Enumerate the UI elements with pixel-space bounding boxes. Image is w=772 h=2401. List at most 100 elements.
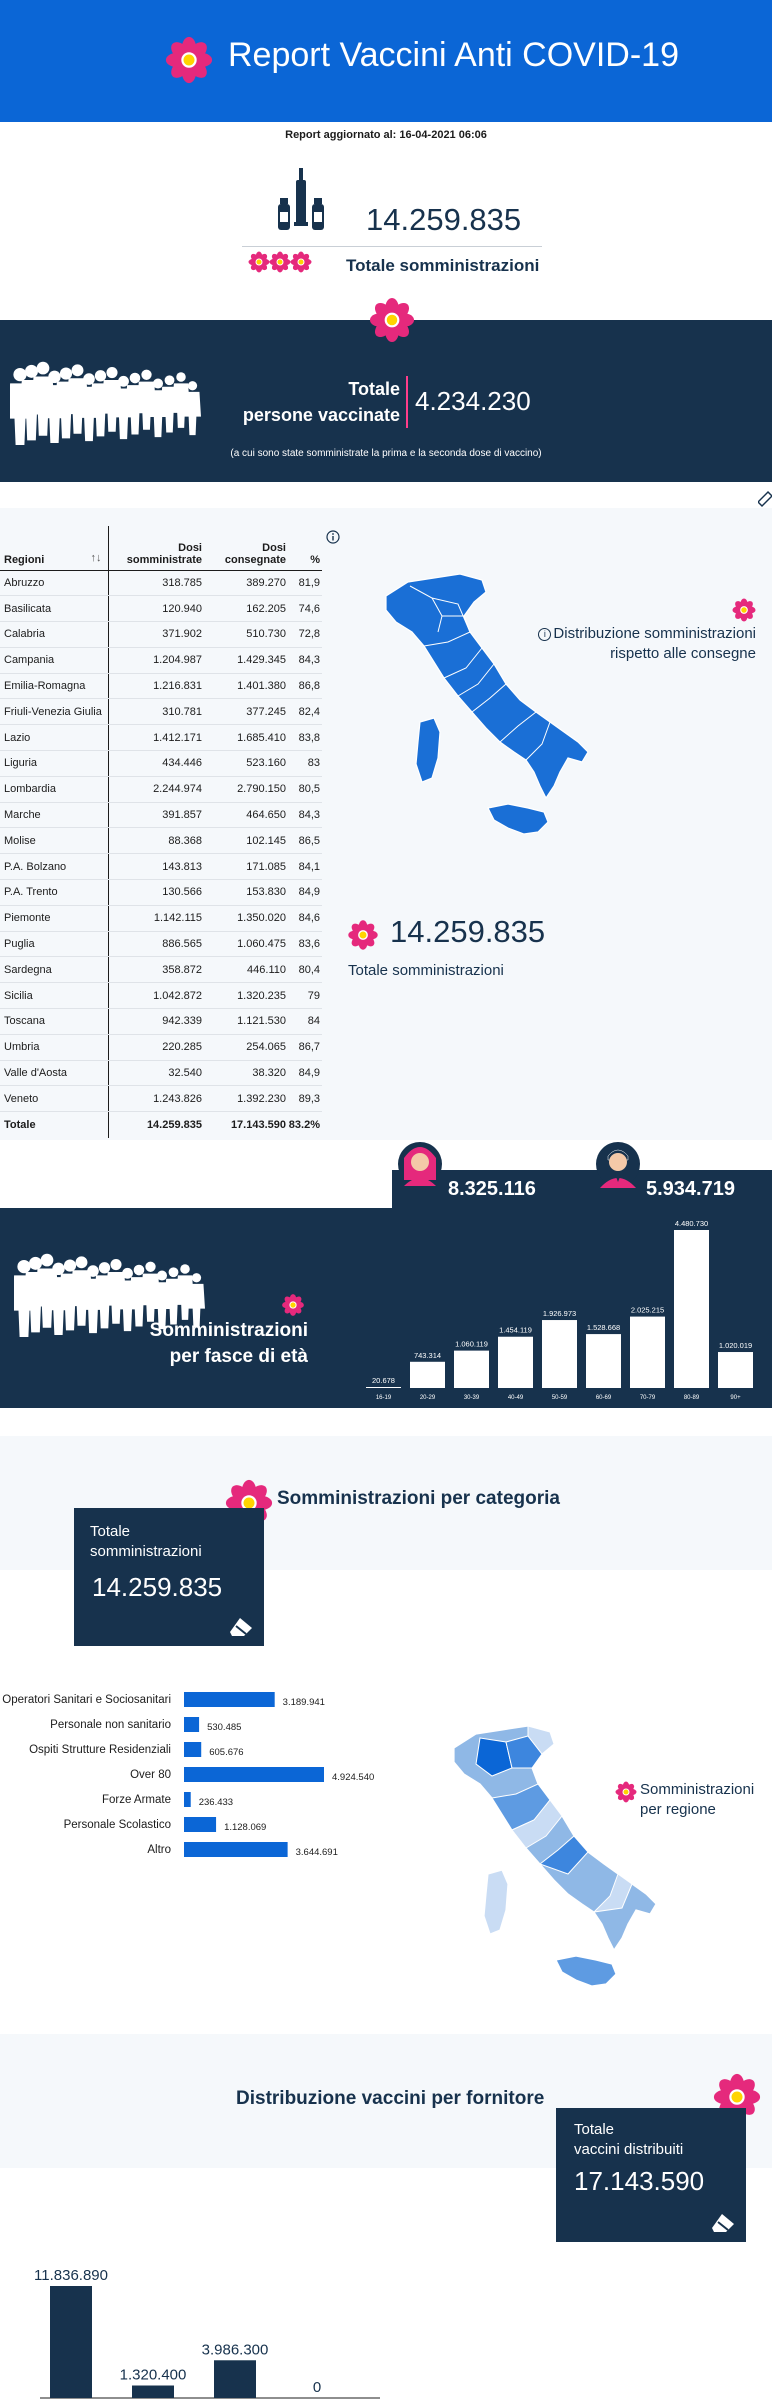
category-title: Somministrazioni per categoria <box>277 1488 560 1509</box>
category-bar[interactable] <box>184 1767 324 1782</box>
delivered-cell: 17.143.590 <box>230 1118 286 1131</box>
divider <box>242 246 542 247</box>
age-bar[interactable] <box>366 1387 401 1388</box>
table-row: Abruzzo 318.785 389.270 81,9 <box>0 570 322 597</box>
age-bar[interactable] <box>586 1334 621 1388</box>
supplier-value-label: 0 <box>313 2379 321 2396</box>
administered-cell: 220.285 <box>108 1034 204 1061</box>
eraser-icon[interactable] <box>710 2212 736 2234</box>
age-label-line2: per fasce di età <box>169 1346 308 1367</box>
age-bar[interactable] <box>454 1350 489 1388</box>
percent-cell: 72,8 <box>288 621 322 648</box>
italy-distribution-map[interactable] <box>378 572 614 862</box>
table-row: Lombardia 2.244.974 2.790.150 80,5 <box>0 776 322 803</box>
supplier-bar[interactable] <box>214 2360 256 2398</box>
info-icon[interactable] <box>326 530 340 544</box>
age-tick-label: 16-19 <box>376 1395 392 1401</box>
supplier-title: Distribuzione vaccini per fornitore <box>236 2088 545 2109</box>
region-name-cell: Sardegna <box>0 956 109 984</box>
table-row: Campania 1.204.987 1.429.345 84,3 <box>0 647 322 674</box>
administered-cell: 358.872 <box>108 956 204 984</box>
table-row: Liguria 434.446 523.160 83 <box>0 750 322 777</box>
column-header-administered[interactable]: Dosi somministrate <box>108 526 204 571</box>
region-name-cell: Campania <box>0 647 109 674</box>
table-row: P.A. Bolzano 143.813 171.085 84,1 <box>0 853 322 881</box>
category-value-label: 1.128.069 <box>224 1822 266 1833</box>
delivered-cell: 1.401.380 <box>204 673 288 700</box>
administered-cell: 130.566 <box>108 879 204 906</box>
region-map-label: Somministrazioni per regione <box>640 1781 755 1818</box>
info-icon[interactable]: i <box>538 628 552 641</box>
sort-icon[interactable]: ↑↓ <box>90 551 102 564</box>
percent-cell: 84,6 <box>288 905 322 932</box>
category-value-label: 236.433 <box>199 1797 233 1808</box>
flower-icon <box>282 1294 304 1316</box>
percent-cell: 84,1 <box>288 853 322 881</box>
region-name-cell: Liguria <box>0 750 109 777</box>
region-name-cell: Calabria <box>0 621 109 648</box>
female-value: 8.325.116 <box>448 1178 536 1200</box>
column-header-percent[interactable]: % <box>288 526 322 571</box>
table-row: Friuli-Venezia Giulia 310.781 377.245 82,4 <box>0 698 322 726</box>
percent-cell: 86,8 <box>288 673 322 700</box>
age-bar[interactable] <box>410 1361 445 1388</box>
region-name-cell: Umbria <box>0 1034 109 1061</box>
category-bar[interactable] <box>184 1742 202 1757</box>
supplier-bar[interactable] <box>132 2385 174 2398</box>
delivered-cell: 1.392.230 <box>204 1085 288 1113</box>
age-bar-value-label: 743.314 <box>414 1351 441 1360</box>
age-section: Somministrazioni per fasce di età 20.678… <box>0 1208 772 1408</box>
percent-cell: 82,4 <box>288 698 322 726</box>
age-label: Somministrazioni per fasce di età <box>100 1318 308 1370</box>
category-value-label: 3.644.691 <box>296 1847 338 1858</box>
category-value-label: 4.924.540 <box>332 1772 374 1783</box>
eraser-icon[interactable] <box>228 1616 254 1638</box>
italy-region-map[interactable] <box>446 1724 676 1988</box>
category-bar[interactable] <box>184 1692 275 1707</box>
age-bar-value-label: 1.060.119 <box>455 1340 488 1349</box>
total-administrations-label: Totale somministrazioni <box>346 256 540 275</box>
eraser-icon[interactable] <box>758 490 772 508</box>
supplier-value-label: 11.836.890 <box>34 2267 108 2284</box>
category-bar[interactable] <box>184 1817 217 1832</box>
category-bar[interactable] <box>184 1842 288 1857</box>
region-name-cell: Sicilia <box>0 982 109 1010</box>
percent-cell: 83,8 <box>288 724 322 752</box>
column-header-region[interactable]: Regioni ↑↓ <box>0 526 109 571</box>
delivered-cell: 1.685.410 <box>204 724 288 752</box>
age-bar-value-label: 2.025.215 <box>631 1306 664 1315</box>
column-header-delivered[interactable]: Dosi consegnate <box>204 526 288 571</box>
age-tick-label: 90+ <box>730 1395 741 1401</box>
age-bar[interactable] <box>630 1316 665 1388</box>
age-bar[interactable] <box>718 1352 753 1388</box>
male-avatar-icon <box>596 1142 640 1188</box>
category-bar[interactable] <box>184 1792 191 1807</box>
age-bar-value-label: 4.480.730 <box>675 1219 708 1228</box>
table-row: Valle d'Aosta 32.540 38.320 84,9 <box>0 1060 322 1087</box>
vaccinated-note: (a cui sono state somministrate la prima… <box>230 448 542 459</box>
vaccinated-label-line1: Totale <box>348 379 400 399</box>
category-bar[interactable] <box>184 1717 200 1732</box>
vaccinated-value: 4.234.230 <box>415 386 531 416</box>
delivered-cell: 389.270 <box>204 570 288 597</box>
age-bar-value-label: 20.678 <box>372 1376 395 1385</box>
flower-icon <box>369 297 415 343</box>
age-bar[interactable] <box>674 1230 709 1388</box>
region-name-cell: Valle d'Aosta <box>0 1060 109 1087</box>
region-name-cell: Lazio <box>0 724 109 752</box>
percent-cell: 86,7 <box>288 1034 322 1061</box>
delivered-cell: 377.245 <box>204 698 288 726</box>
region-name-cell: Basilicata <box>0 595 109 623</box>
gender-section: 8.325.116 5.934.719 <box>392 1170 772 1210</box>
category-value-label: 605.676 <box>209 1747 243 1758</box>
delivered-cell: 102.145 <box>204 827 288 855</box>
delivered-cell: 1.320.235 <box>204 982 288 1010</box>
age-bar[interactable] <box>542 1320 577 1388</box>
supplier-bar[interactable] <box>50 2286 92 2398</box>
supplier-bar-chart: 11.836.890 1.320.400 3.986.300 0 <box>34 2267 380 2399</box>
administered-cell: 143.813 <box>108 853 204 881</box>
age-bar[interactable] <box>498 1336 533 1388</box>
age-bar-value-label: 1.020.019 <box>719 1341 752 1350</box>
crowd-illustration-icon <box>10 361 201 445</box>
distribution-label: i Distribuzione somministrazioni rispetto… <box>530 624 756 664</box>
